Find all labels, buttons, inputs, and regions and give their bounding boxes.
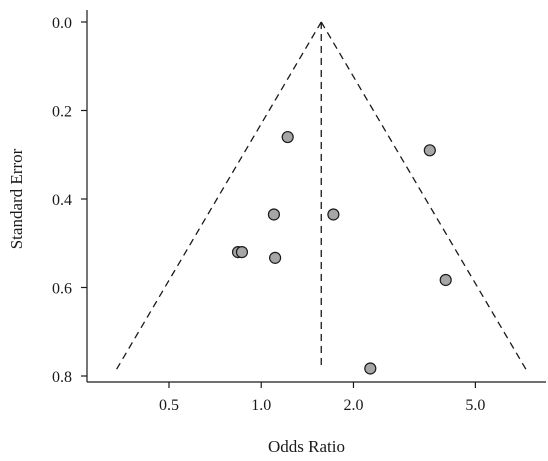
data-point: [267, 208, 281, 221]
x-axis-title: Odds Ratio: [268, 437, 345, 456]
y-axis: 0.0 0.2 0.4 0.6 0.8: [52, 15, 87, 386]
x-tick-label: 2.0: [343, 397, 363, 414]
y-tick-label: 0.6: [52, 281, 72, 298]
plot-frame: [86, 10, 546, 383]
data-point: [364, 362, 377, 375]
data-point: [423, 144, 436, 157]
data-point: [439, 273, 452, 287]
data-point: [269, 251, 282, 264]
x-axis: 0.5 1.0 2.0 5.0: [159, 382, 485, 414]
x-tick-label: 5.0: [465, 397, 485, 414]
y-tick-label: 0.8: [52, 369, 72, 386]
funnel-right-limit: [320, 21, 527, 370]
funnel-left-limit: [115, 21, 322, 370]
data-point: [235, 246, 249, 259]
y-tick-label: 0.2: [52, 104, 72, 121]
y-tick-label: 0.4: [52, 192, 72, 209]
y-tick-label: 0.0: [52, 15, 72, 32]
x-tick-label: 1.0: [251, 397, 271, 414]
x-tick-label: 0.5: [159, 397, 179, 414]
data-point: [281, 130, 294, 144]
y-axis-title: Standard Error: [7, 148, 26, 249]
funnel-lines: [115, 21, 527, 370]
data-point: [327, 208, 340, 221]
data-points: [231, 130, 452, 375]
